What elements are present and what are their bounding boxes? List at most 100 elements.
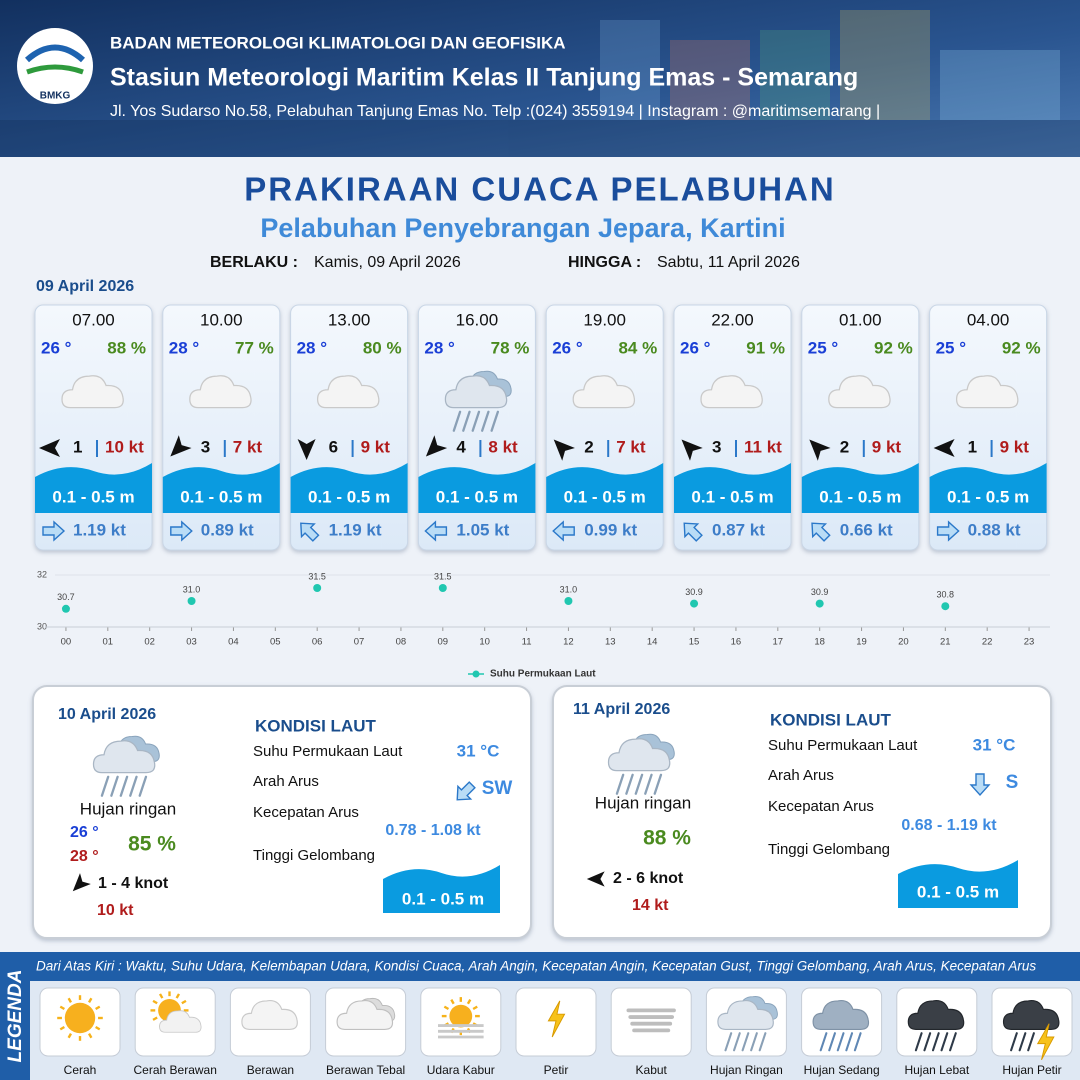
sun-ray xyxy=(443,1005,450,1011)
weather-icon xyxy=(336,997,396,1030)
rain-drop xyxy=(110,775,119,797)
x-tick-label: 22 xyxy=(982,637,993,648)
weather-icon xyxy=(812,1000,870,1052)
rain-drop xyxy=(853,1032,862,1052)
wind-arrow xyxy=(425,435,448,457)
card-temp: 26 ° xyxy=(552,338,583,357)
day-humidity: 85 % xyxy=(128,833,176,856)
legend-item-label: Hujan Lebat xyxy=(904,1063,969,1077)
card-temp: 26 ° xyxy=(680,338,711,357)
card-time: 16.00 xyxy=(456,310,499,329)
legend-side-bar xyxy=(0,952,30,1080)
cloud xyxy=(955,375,1019,409)
rain-drop xyxy=(1010,1032,1018,1052)
sst-label: 30.9 xyxy=(811,587,829,597)
valid-to: Sabtu, 11 April 2026 xyxy=(657,254,800,271)
card-humidity: 91 % xyxy=(746,338,785,357)
sst-point xyxy=(690,599,699,608)
card-wave xyxy=(35,463,152,513)
cloud xyxy=(159,1010,202,1033)
day-wave-height: 0.1 - 0.5 m xyxy=(917,882,999,901)
sst-point xyxy=(941,602,950,611)
sun xyxy=(449,1004,473,1028)
day-wave xyxy=(383,865,500,913)
rain-drop xyxy=(949,1032,957,1052)
weather-icon xyxy=(57,995,103,1041)
card-gust: 7 kt xyxy=(616,437,646,456)
rain-drop xyxy=(819,1032,828,1052)
card-wave xyxy=(290,463,408,513)
x-tick-label: 15 xyxy=(689,637,700,648)
sea-label: Suhu Permukaan Laut xyxy=(253,743,403,760)
valid-from-label: BERLAKU : xyxy=(210,254,298,271)
current-arrow xyxy=(42,520,66,542)
cloud xyxy=(700,375,763,409)
sst-label: 30.8 xyxy=(937,590,955,600)
weather-icon xyxy=(626,1008,676,1033)
sst-label: 31.0 xyxy=(183,584,201,594)
sun-ray xyxy=(152,1016,158,1021)
sea-label: Tinggi Gelombang xyxy=(253,847,375,864)
current-arrow xyxy=(683,522,703,542)
rain-drop xyxy=(119,775,129,797)
sun-ray xyxy=(95,1025,101,1031)
legend-header-band xyxy=(0,952,1080,981)
card-wind-speed: 2 xyxy=(584,437,593,456)
sea-sst: 31 °C xyxy=(973,735,1016,754)
valid-from: Kamis, 09 April 2026 xyxy=(314,254,461,271)
current-arrow xyxy=(170,520,193,542)
weather-icon xyxy=(547,1000,566,1038)
current-arrow xyxy=(300,522,320,542)
card-time: 13.00 xyxy=(328,310,371,329)
weather-icon xyxy=(607,733,675,795)
weather-icon xyxy=(444,370,512,432)
header-decor xyxy=(0,10,1080,157)
wind-arrow xyxy=(933,439,955,457)
current-arrow xyxy=(936,520,960,542)
legend-item-label: Petir xyxy=(544,1063,569,1077)
legend-item-label: Berawan xyxy=(247,1063,294,1077)
x-tick-label: 16 xyxy=(731,637,742,648)
sun-ray xyxy=(87,997,93,1003)
weather-icon xyxy=(700,375,763,409)
sun-ray xyxy=(67,997,73,1003)
card-humidity: 78 % xyxy=(491,338,530,357)
card-wave xyxy=(929,463,1047,513)
card-time: 10.00 xyxy=(200,310,243,329)
x-tick-label: 02 xyxy=(144,637,155,648)
logo-arc xyxy=(25,44,85,63)
day-condition: Hujan ringan xyxy=(595,793,691,812)
rain-drop xyxy=(634,773,644,795)
x-tick-label: 11 xyxy=(522,637,532,648)
legend-item-label: Hujan Petir xyxy=(1002,1063,1061,1077)
card-current-speed: 0.89 kt xyxy=(201,520,254,539)
rain-drop xyxy=(741,1032,750,1052)
rain-drop xyxy=(471,410,481,432)
weather-icon xyxy=(955,375,1019,409)
wind-arrow xyxy=(681,439,703,461)
card-wave-height: 0.1 - 0.5 m xyxy=(819,487,901,506)
card-current-speed: 1.19 kt xyxy=(73,520,126,539)
day-condition: Hujan ringan xyxy=(80,799,176,818)
rain-drop xyxy=(750,1032,758,1052)
sst-label: 31.0 xyxy=(560,584,578,594)
wind-arrow xyxy=(586,871,605,887)
card-current-speed: 1.19 kt xyxy=(329,520,382,539)
cloud xyxy=(812,1000,870,1030)
sst-point xyxy=(815,599,824,608)
x-tick-label: 08 xyxy=(396,637,407,648)
card-wind-speed: 3 xyxy=(201,437,210,456)
rain-drop xyxy=(1018,1032,1027,1052)
sea-current-dir: S xyxy=(1006,772,1019,793)
rain-drop xyxy=(828,1032,836,1052)
y-tick-label: 32 xyxy=(37,569,47,579)
sst-point xyxy=(61,604,70,613)
legend-item-label: Hujan Sedang xyxy=(804,1063,880,1077)
logo-text: BMKG xyxy=(40,91,71,102)
card-temp: 28 ° xyxy=(169,338,200,357)
sun-ray xyxy=(466,999,472,1005)
card-wind-speed: 1 xyxy=(73,437,82,456)
day-date: 10 April 2026 xyxy=(58,706,156,723)
legend-item-label: Kabut xyxy=(636,1063,668,1077)
